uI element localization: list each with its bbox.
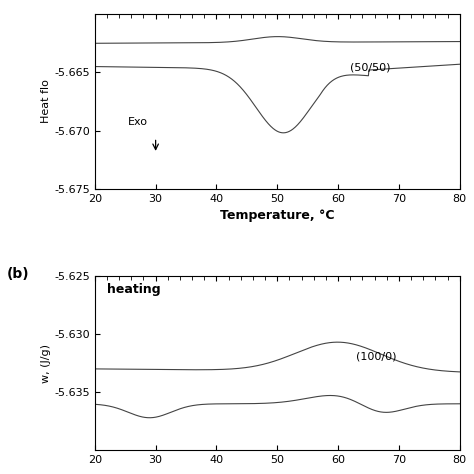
Text: (100/0): (100/0)	[356, 352, 397, 362]
Y-axis label: w, (J/g): w, (J/g)	[41, 344, 51, 383]
Text: (50/50): (50/50)	[350, 62, 391, 72]
Text: (b): (b)	[7, 267, 30, 281]
Text: heating: heating	[107, 283, 161, 296]
Text: Exo: Exo	[128, 117, 148, 127]
Y-axis label: Heat flo: Heat flo	[41, 80, 51, 123]
X-axis label: Temperature, °C: Temperature, °C	[220, 209, 335, 222]
